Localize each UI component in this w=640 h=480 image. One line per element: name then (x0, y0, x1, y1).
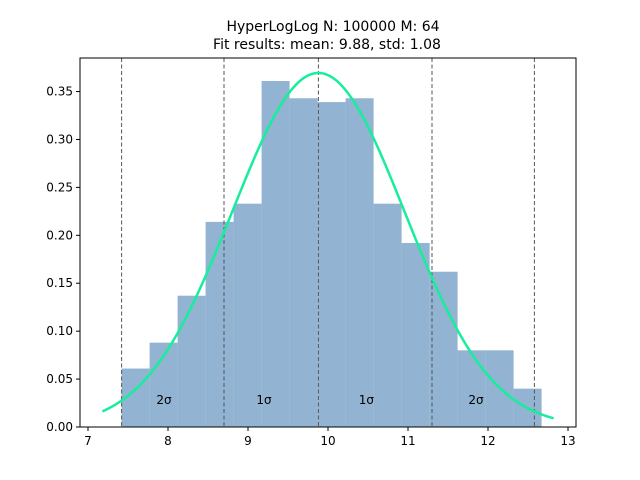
histogram-bar (289, 98, 318, 427)
chart-title-line2: Fit results: mean: 9.88, std: 1.08 (213, 37, 441, 53)
x-tick-label: 12 (480, 434, 495, 448)
fit-curve-group (101, 71, 554, 420)
y-tick-label: 0.15 (46, 276, 73, 290)
histogram-bar (261, 81, 290, 427)
x-tick-label: 8 (164, 434, 172, 448)
histogram-bar (401, 242, 430, 427)
histogram-bar (429, 271, 458, 427)
sigma-label: 2σ (156, 393, 172, 407)
x-tick-label: 9 (244, 434, 252, 448)
sigma-label: 1σ (359, 393, 375, 407)
y-tick-label: 0.35 (46, 85, 73, 99)
y-tick-label: 0.10 (46, 324, 73, 338)
sigma-label: 2σ (468, 393, 484, 407)
y-tick-label: 0.30 (46, 132, 73, 146)
y-tick-label: 0.05 (46, 372, 73, 386)
x-tick-label: 10 (320, 434, 335, 448)
y-tick-label: 0.25 (46, 180, 73, 194)
chart-title-line1: HyperLogLog N: 100000 M: 64 (226, 19, 439, 35)
histogram-bar (317, 102, 346, 427)
histogram-bars (121, 81, 542, 427)
x-tick-label: 13 (560, 434, 575, 448)
y-tick-label: 0.00 (46, 420, 73, 434)
x-tick-label: 7 (84, 434, 92, 448)
sigma-lines (121, 58, 535, 427)
x-tick-label: 11 (400, 434, 415, 448)
histogram-bar (457, 350, 486, 427)
histogram-bar (233, 203, 262, 427)
gaussian-fit-line (101, 71, 554, 420)
y-axis: 0.00 0.05 0.10 0.15 0.20 0.25 0.30 0.35 (46, 85, 80, 434)
histogram-bar (177, 295, 206, 427)
x-axis: 7 8 9 10 11 12 13 (84, 427, 576, 448)
histogram-bar (373, 203, 402, 427)
sigma-label: 1σ (256, 393, 272, 407)
y-tick-label: 0.20 (46, 228, 73, 242)
sigma-labels: 2σ 1σ 1σ 2σ (156, 393, 484, 407)
histogram-bar (345, 98, 374, 427)
histogram-bar (205, 221, 234, 427)
